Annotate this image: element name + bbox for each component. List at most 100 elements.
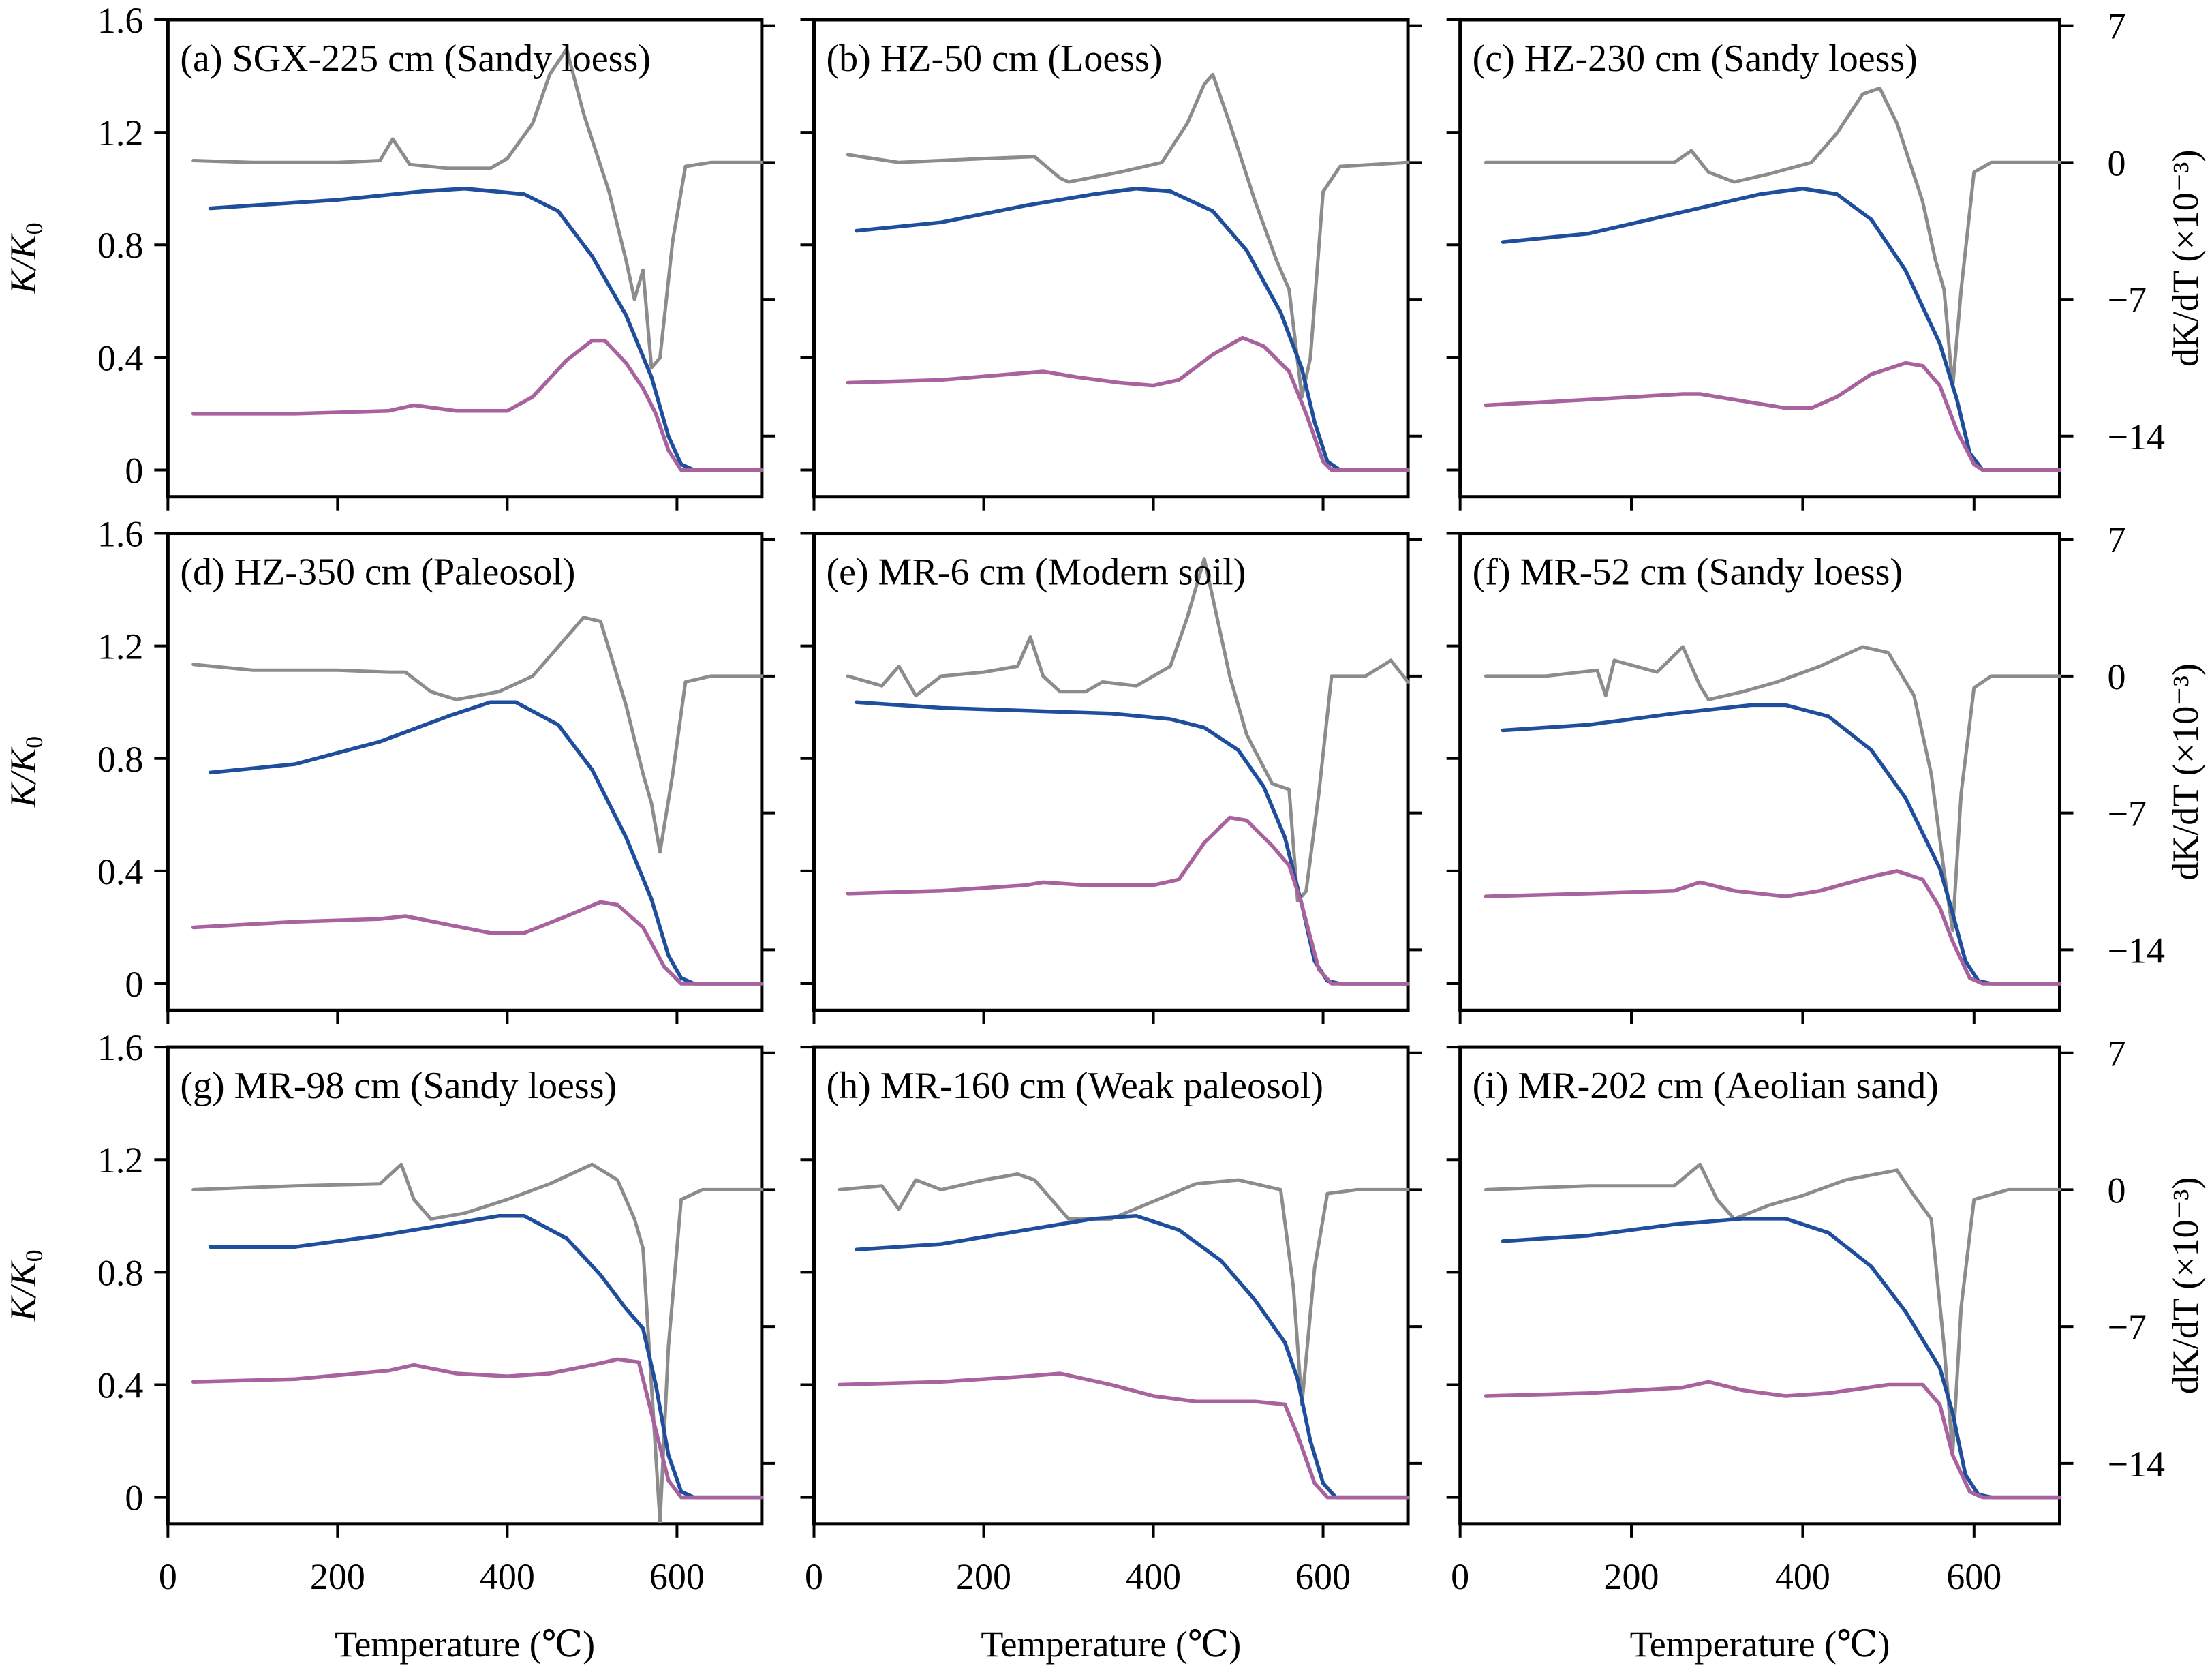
cooling-curve-g bbox=[191, 1357, 764, 1500]
heating-curve-f bbox=[1501, 703, 2062, 986]
x-axis-title: Temperature (℃) bbox=[1630, 1624, 1890, 1665]
x-tick-label: 0 bbox=[1451, 1556, 1469, 1597]
panel-title: (i) MR-202 cm (Aeolian sand) bbox=[1473, 1065, 1939, 1107]
left-tick-label: 0.8 bbox=[97, 225, 144, 266]
right-tick-label: 7 bbox=[2107, 6, 2125, 47]
left-tick-label: 1.2 bbox=[97, 112, 144, 153]
panel-grid: 0 0.4 0.8 1.2 1.6 (a) SGX-225 cm (Sandy loess… bbox=[97, 0, 2165, 1597]
left-tick-label: 0 bbox=[125, 964, 143, 1005]
right-tick-label: 7 bbox=[2107, 1033, 2125, 1074]
cooling-curve-h bbox=[838, 1371, 1410, 1500]
left-tick-label: 0 bbox=[125, 1478, 143, 1519]
plot-frame bbox=[1458, 532, 2061, 1012]
panel-i: 0 200 400 600 7 0 −7 −14 (i) MR-202 cm (Aeolian … bbox=[1446, 1033, 2165, 1597]
right-axis-title: dK/dT (×10⁻³) bbox=[2165, 663, 2206, 881]
panel-title: (g) MR-98 cm (Sandy loess) bbox=[180, 1065, 617, 1107]
right-tick-label: −14 bbox=[2107, 416, 2164, 457]
heating-curve-d bbox=[208, 700, 764, 986]
right-tick-label: −14 bbox=[2107, 1444, 2164, 1485]
left-tick-label: 1.6 bbox=[97, 1027, 144, 1068]
panel-f: 7 0 −7 −14 (f) MR-52 cm (Sandy loess) bbox=[1446, 519, 2165, 1024]
x-tick-label: 600 bbox=[1946, 1556, 2001, 1597]
cooling-curve-c bbox=[1484, 361, 2062, 472]
right-axis-title: dK/dT (×10⁻³) bbox=[2165, 1177, 2206, 1395]
right-axis-title: dK/dT (×10⁻³) bbox=[2165, 150, 2206, 367]
right-tick-label: 7 bbox=[2107, 519, 2125, 560]
plot-frame bbox=[812, 18, 1410, 499]
cooling-curve-a bbox=[191, 338, 764, 472]
derivative-curve-g bbox=[191, 1162, 764, 1524]
heating-curve-a bbox=[208, 186, 764, 472]
plot-frame bbox=[812, 532, 1410, 1012]
panel-title: (h) MR-160 cm (Weak paleosol) bbox=[827, 1065, 1324, 1107]
left-axis-title: K/K0 bbox=[3, 736, 48, 808]
plot-frame bbox=[812, 1045, 1410, 1526]
panel-title: (b) HZ-50 cm (Loess) bbox=[827, 37, 1163, 80]
panel-title: (d) HZ-350 cm (Paleosol) bbox=[180, 551, 575, 594]
cooling-curve-i bbox=[1484, 1380, 2062, 1500]
right-tick-label: −14 bbox=[2107, 930, 2164, 971]
right-tick-label: 0 bbox=[2107, 1170, 2125, 1211]
heating-curve-h bbox=[855, 1214, 1410, 1500]
left-tick-label: 0.8 bbox=[97, 1252, 144, 1293]
panel-title: (a) SGX-225 cm (Sandy loess) bbox=[180, 37, 651, 80]
panel-title: (e) MR-6 cm (Modern soil) bbox=[827, 551, 1246, 594]
panel-g: 0 200 400 600 0 0.4 0.8 1.2 1.6 (g) MR-98 cm (San… bbox=[97, 1027, 775, 1597]
derivative-curve-e bbox=[846, 557, 1410, 903]
panel-b: (b) HZ-50 cm (Loess) bbox=[800, 18, 1422, 511]
x-tick-label: 200 bbox=[310, 1556, 365, 1597]
left-tick-label: 0.4 bbox=[97, 1365, 144, 1406]
right-tick-label: −7 bbox=[2107, 793, 2146, 834]
derivative-curve-i bbox=[1484, 1162, 2061, 1456]
panel-d: 0 0.4 0.8 1.2 1.6 (d) HZ-350 cm (Paleosol) bbox=[97, 514, 775, 1024]
heating-curve-i bbox=[1501, 1217, 2062, 1500]
left-tick-label: 1.2 bbox=[97, 626, 144, 667]
derivative-curve-b bbox=[846, 72, 1410, 399]
left-tick-label: 1.6 bbox=[97, 0, 144, 41]
x-tick-label: 400 bbox=[1775, 1556, 1830, 1597]
x-tick-label: 200 bbox=[956, 1556, 1011, 1597]
axis-titles: K/K0 K/K0 K/K0 dK/dT (×10⁻³) dK/dT (×10⁻³) dK… bbox=[3, 150, 2206, 1665]
x-tick-label: 600 bbox=[1295, 1556, 1351, 1597]
derivative-curve-d bbox=[191, 616, 764, 854]
panel-a: 0 0.4 0.8 1.2 1.6 (a) SGX-225 cm (Sandy loess… bbox=[97, 0, 775, 511]
panel-c: 7 0 −7 −14 (c) HZ-230 cm (Sandy loess) bbox=[1446, 6, 2165, 511]
plot-frame bbox=[1458, 1045, 2061, 1526]
cooling-curve-f bbox=[1484, 869, 2062, 986]
left-tick-label: 0.4 bbox=[97, 851, 144, 892]
panel-title: (f) MR-52 cm (Sandy loess) bbox=[1473, 551, 1903, 594]
heating-curve-b bbox=[855, 186, 1410, 472]
left-axis-title: K/K0 bbox=[3, 222, 48, 294]
right-tick-label: −7 bbox=[2107, 279, 2146, 320]
derivative-curve-f bbox=[1484, 645, 2061, 932]
x-tick-label: 400 bbox=[1126, 1556, 1181, 1597]
left-tick-label: 0 bbox=[125, 450, 143, 491]
right-tick-label: 0 bbox=[2107, 656, 2125, 697]
panel-e: (e) MR-6 cm (Modern soil) bbox=[800, 532, 1422, 1024]
panel-h: 0 200 400 600 (h) MR-160 cm (Weak paleosol) bbox=[800, 1045, 1422, 1597]
heating-curve-c bbox=[1501, 186, 2062, 472]
plot-frame bbox=[166, 532, 764, 1012]
left-tick-label: 0.4 bbox=[97, 337, 144, 378]
plot-frame bbox=[166, 18, 764, 499]
panel-title: (c) HZ-230 cm (Sandy loess) bbox=[1473, 37, 1918, 80]
left-tick-label: 0.8 bbox=[97, 739, 144, 780]
heating-curve-g bbox=[208, 1214, 764, 1500]
cooling-curve-e bbox=[846, 815, 1410, 986]
derivative-curve-a bbox=[191, 47, 764, 369]
cooling-curve-b bbox=[846, 335, 1410, 472]
right-tick-label: 0 bbox=[2107, 142, 2125, 183]
x-axis-title: Temperature (℃) bbox=[335, 1624, 595, 1665]
derivative-curve-h bbox=[838, 1172, 1410, 1407]
x-tick-label: 0 bbox=[159, 1556, 177, 1597]
derivative-curve-c bbox=[1484, 86, 2061, 389]
x-tick-label: 600 bbox=[649, 1556, 705, 1597]
left-axis-title: K/K0 bbox=[3, 1249, 48, 1322]
plot-frame bbox=[166, 1045, 764, 1526]
left-tick-label: 1.2 bbox=[97, 1140, 144, 1181]
x-tick-label: 0 bbox=[805, 1556, 823, 1597]
x-axis-title: Temperature (℃) bbox=[981, 1624, 1241, 1665]
left-tick-label: 1.6 bbox=[97, 514, 144, 555]
x-tick-label: 400 bbox=[480, 1556, 535, 1597]
